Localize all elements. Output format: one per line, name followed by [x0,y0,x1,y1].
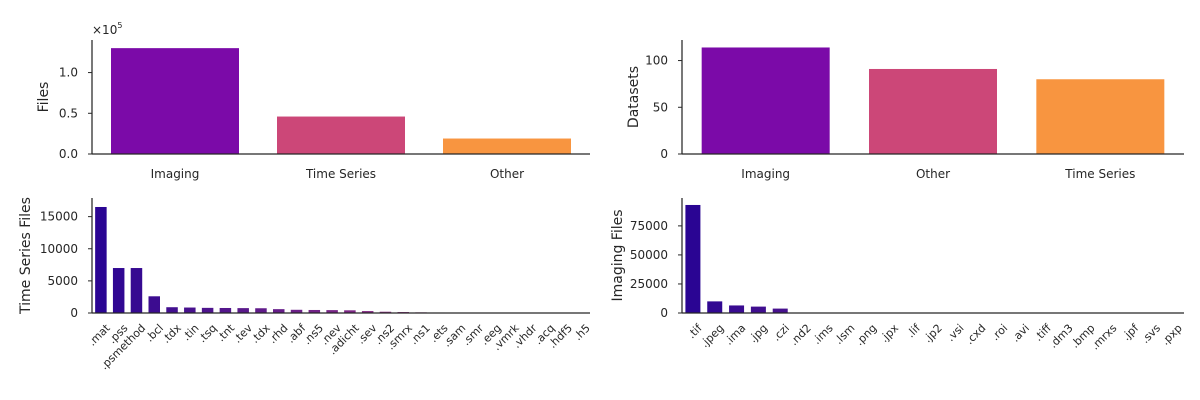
bar-tif [685,204,701,313]
bar-ns2 [379,311,392,313]
chart-panel-4: .tif.jpeg.ima.jpg .czi.nd2.ims.lsm.png.jp… [610,198,1185,352]
bar-adicht [344,310,356,313]
y-tick-label: 0.5 [59,106,78,120]
x-tick-label: .roi [989,322,1011,344]
bar-abf [290,309,303,313]
x-tick-label: .svs [1139,321,1164,346]
x-tick-label: Imaging [741,167,790,181]
bar-other [443,138,571,154]
bar-time-series [1036,79,1165,154]
chart-panel-1: Imaging Time Series Other 0.0 0.5 1.0 Files ×10… [36,21,590,181]
y-tick-label: 75000 [630,219,668,233]
x-tick-label: .dm3 [1047,322,1076,351]
x-tick-label: .cxd [963,322,988,347]
y-tick-label: 25000 [630,277,668,291]
x-tick-label: Other [490,167,524,181]
bar-tsq [201,307,214,313]
x-tick-label: .lsm [832,322,857,347]
bar-time-series [277,116,405,154]
bar-bcl [148,296,160,313]
x-tick-label: .png [853,322,879,348]
bar-nev [326,310,338,313]
y-tick-label: 50 [653,100,668,114]
bar-ns5 [308,309,321,313]
bar-tnt [219,307,232,313]
x-tick-label: Time Series [305,167,376,181]
y-tick-label: 5000 [47,274,78,288]
x-tick-label: .jpf [1120,321,1142,343]
axis-offset-label: ×105 [92,21,122,37]
bar-imaging [701,47,830,155]
y-tick-label: 0.0 [59,147,78,161]
bar-psmethod [130,268,143,313]
x-tick-label: .jp2 [921,322,945,346]
bar-ima [729,305,745,313]
x-tick-label: .jpx [878,321,902,345]
bar-jpeg [707,301,723,313]
x-tick-label: .avi [1009,322,1032,345]
y-tick-label: 0 [660,306,668,320]
x-tick-label: .h5 [571,322,593,344]
x-tick-label: .vsi [944,322,966,344]
bar-tdx [255,308,267,313]
y-axis-label: Time Series Files [18,197,34,315]
bar-imaging [111,48,239,154]
y-axis-label: Datasets [626,66,642,128]
bar-tev [237,308,249,313]
x-tick-label: .lif [904,321,924,341]
bar-sev [361,311,374,313]
bar-jpg [750,306,766,313]
y-tick-label: 50000 [630,248,668,262]
y-tick-label: 100 [645,54,668,68]
y-tick-label: 0 [660,147,668,161]
bar-rhd [273,309,285,313]
y-tick-label: 10000 [40,242,78,256]
x-tick-label: .jpeg [698,322,726,350]
bar-tin [184,307,196,313]
bar-pss [112,268,125,313]
bar-czi [772,308,788,313]
y-tick-label: 0 [70,306,78,320]
y-tick-label: 15000 [40,210,78,224]
x-tick-label: .ims [810,321,836,347]
x-tick-label: .mrxs [1088,321,1119,352]
x-tick-label: Imaging [151,167,200,181]
y-axis-label: Files [36,82,52,113]
x-tick-label: .jpg [746,322,770,346]
bar-mat [95,206,107,313]
y-axis-label: Imaging Files [610,209,626,301]
x-tick-label: Time Series [1064,167,1135,181]
bar-tdx [166,307,178,313]
bar-other [869,68,997,154]
x-tick-label: .pxp [1159,322,1185,348]
x-tick-label: Other [916,167,950,181]
chart-panel-3: .mat.pss.psmethod.bcl.tdx.tin.tsq.tnt.te… [18,197,593,372]
y-tick-label: 1.0 [59,66,78,80]
x-tick-label: .ima [722,322,748,348]
x-tick-label: .nd2 [787,322,813,348]
